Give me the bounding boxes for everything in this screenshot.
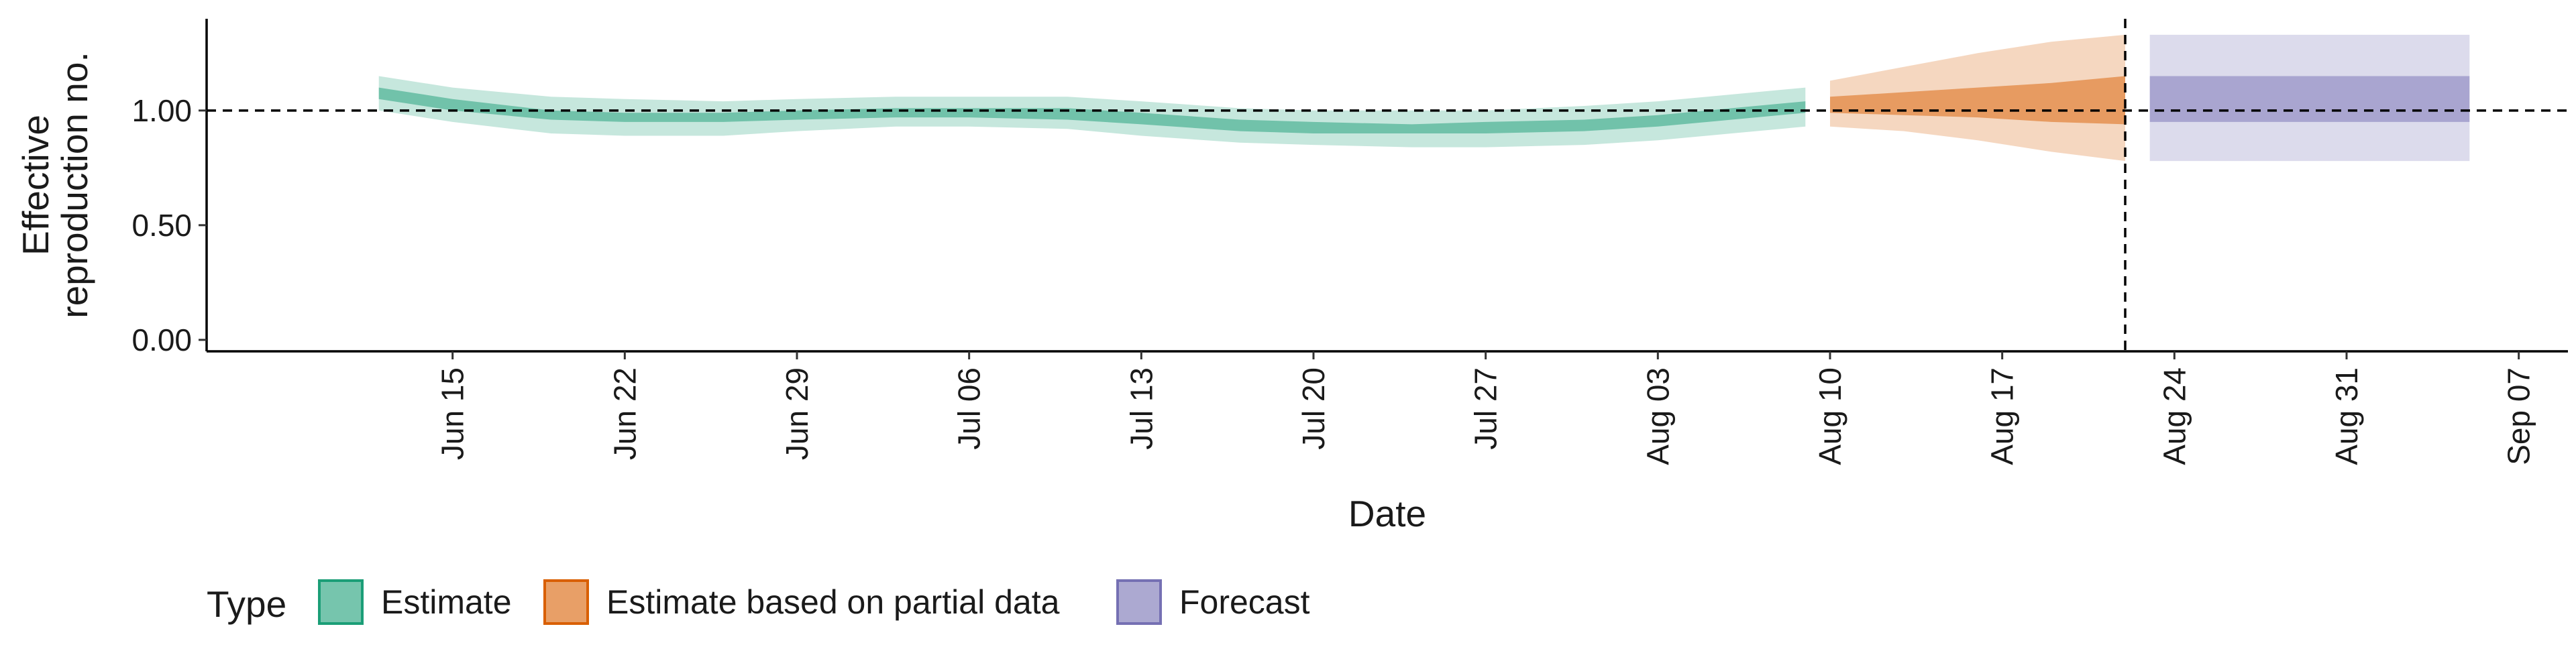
legend-key-forecast [1116,579,1162,625]
x-tick-label: Aug 10 [1813,367,1847,465]
uncertainty-bands [378,34,2470,162]
y-tick-label: 0.50 [131,208,192,243]
x-tick-label: Aug 17 [1985,367,2020,465]
x-axis-title: Date [1348,493,1426,534]
x-tick-label: Sep 07 [2502,367,2536,465]
y-axis-title-line: reproduction no. [54,52,95,318]
x-tick-label: Jul 20 [1296,367,1331,450]
reference-lines [207,19,2568,351]
legend-key-estimate-based-on-partial-data [543,579,589,625]
x-tick-label: Jun 15 [435,367,470,460]
x-tick-label: Jun 29 [780,367,814,460]
legend-label-forecast: Forecast [1179,583,1310,621]
x-tick-label: Aug 03 [1640,367,1675,465]
x-tick-label: Jul 27 [1468,367,1503,450]
x-tick-label: Jul 13 [1124,367,1159,450]
x-tick-label: Aug 24 [2157,367,2192,465]
y-axis-title-line: Effective [15,115,56,255]
estimate-based-on-partial-data-inner-band [1830,76,2125,125]
x-tick-label: Jul 06 [952,367,987,450]
y-tick-label: 1.00 [131,93,192,128]
forecast-inner-band [2149,76,2470,122]
legend-title: Type [207,583,286,625]
legend-label-estimate-based-on-partial-data: Estimate based on partial data [606,583,1060,621]
x-tick-label: Aug 31 [2329,367,2364,465]
axes: 0.00 0.50 1.00 Jun 15 Jun 22 Jun 29 Jul 06 Jul … [15,19,2568,534]
y-tick-label: 0.00 [131,322,192,357]
legend-key-estimate [318,579,364,625]
x-tick-label: Jun 22 [607,367,642,460]
legend: Type Estimate Estimate based on partial da… [207,579,1310,625]
legend-label-estimate: Estimate [381,583,512,621]
